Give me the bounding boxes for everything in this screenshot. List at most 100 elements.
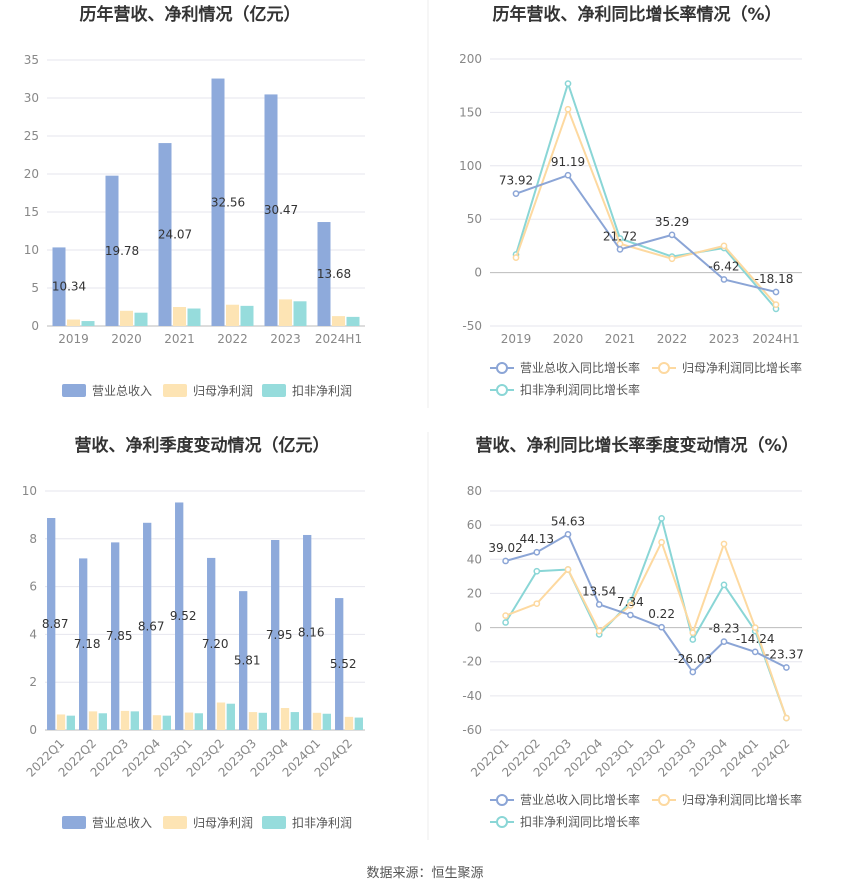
chart4-legend-label: 归母净利润同比增长率 [682, 792, 802, 807]
chart2-point-revenue [564, 171, 572, 179]
chart2-x-tick-label: 2022 [657, 332, 688, 346]
chart4-y-tick-label: 0 [474, 621, 482, 635]
chart4-data-label: 13.54 [582, 584, 616, 598]
chart4-y-tick-label: 80 [467, 484, 482, 498]
chart1-legend-swatch [163, 384, 187, 397]
chart2-y-tick-label: 50 [467, 212, 482, 226]
chart1-bar-revenue [158, 143, 172, 326]
chart1-bar-deducted-profit [293, 301, 307, 326]
chart4-point-revenue [533, 548, 541, 556]
chart3-legend-label: 扣非净利润 [292, 816, 352, 830]
chart2-y-tick-label: -50 [462, 319, 482, 333]
chart3-title: 营收、净利季度变动情况（亿元） [75, 435, 330, 456]
chart2-point-deducted [564, 80, 572, 87]
chart3-data-label: 7.20 [202, 637, 229, 651]
chart4-y-tick-label: 60 [467, 518, 482, 532]
chart4-point-revenue [502, 557, 509, 565]
chart2-x-tick-label: 2024H1 [752, 332, 799, 346]
chart1-legend-label: 扣非净利润 [292, 384, 352, 398]
chart1-y-tick-label: 5 [31, 281, 39, 295]
chart3-bar-revenue [79, 558, 88, 730]
chart3-legend-swatch [262, 816, 286, 829]
chart4-legend-marker [658, 794, 670, 806]
chart3-legend-swatch [62, 816, 86, 829]
chart2-y-tick-label: 150 [459, 105, 482, 119]
chart2-point-parent [512, 254, 520, 261]
chart1-bar-parent-profit [120, 310, 133, 326]
chart3-bar-deducted-profit [322, 713, 331, 730]
chart1-bar-revenue [211, 78, 225, 326]
chart3-data-label: 5.81 [234, 654, 261, 668]
chart1-x-tick-label: 2020 [111, 332, 142, 346]
chart2-series-line-deducted [515, 80, 777, 310]
chart1-data-label: 30.47 [264, 203, 298, 217]
chart1-y-tick-label: 20 [24, 167, 39, 181]
chart3-bar-revenue [271, 539, 280, 730]
chart3-bar-parent-profit [216, 702, 226, 730]
chart3-data-label: 8.67 [138, 619, 165, 633]
chart3-data-label: 5.52 [330, 657, 357, 671]
chart2-point-revenue [512, 190, 520, 198]
chart4-point-parent [627, 602, 634, 609]
chart1-bar-revenue [105, 175, 119, 326]
chart4-point-revenue [627, 611, 634, 619]
chart2-point-parent [564, 105, 572, 113]
chart1-legend-swatch [62, 384, 86, 397]
chart3-bar-parent-profit [344, 716, 354, 730]
chart1-data-label: 10.34 [52, 280, 86, 294]
chart4-series-line-deducted [504, 514, 788, 719]
chart1-bar-deducted-profit [81, 321, 95, 326]
chart3-bar-deducted-profit [354, 717, 363, 730]
chart2-y-tick-label: 200 [459, 52, 482, 66]
chart3-y-tick-label: 4 [29, 627, 37, 641]
chart4-point-revenue [564, 530, 572, 538]
chart2-x-tick-label: 2023 [709, 332, 740, 346]
chart4-legend-marker [496, 816, 508, 828]
chart1-data-label: 19.78 [105, 244, 139, 258]
chart4-data-label: 54.63 [551, 514, 585, 528]
chart3-bar-revenue [335, 598, 344, 730]
chart4-series-line-parent [505, 539, 788, 719]
chart1-bar-deducted-profit [346, 316, 360, 326]
chart3-bar-parent-profit [248, 712, 258, 730]
chart1-bar-revenue [317, 222, 331, 326]
chart1-legend-label: 归母净利润 [193, 384, 253, 398]
chart1-y-tick-label: 10 [24, 243, 39, 257]
chart3-bar-parent-profit [152, 715, 162, 730]
chart4-y-tick-label: 40 [467, 552, 482, 566]
chart4-data-label: 0.22 [648, 607, 675, 621]
chart3-bar-revenue [239, 591, 248, 730]
chart3-data-label: 8.16 [298, 625, 325, 639]
chart1-title: 历年营收、净利情况（亿元） [80, 4, 301, 25]
chart2-legend-label: 归母净利润同比增长率 [682, 360, 802, 375]
chart3-bar-revenue [111, 542, 120, 730]
chart4-point-revenue [689, 668, 697, 676]
chart4-point-deducted [533, 567, 541, 575]
chart2-point-parent [772, 301, 780, 308]
chart4-point-parent [720, 540, 728, 548]
chart2-x-tick-label: 2020 [553, 332, 584, 346]
chart3-bar-parent-profit [312, 712, 322, 730]
chart2-data-label: 21.72 [603, 229, 637, 243]
chart4-point-parent [783, 714, 790, 722]
chart3-bar-deducted-profit [98, 713, 107, 730]
chart4-point-deducted [720, 581, 728, 589]
chart4-point-parent [502, 612, 509, 619]
chart2-point-revenue [720, 276, 728, 283]
chart2-series-line-revenue [515, 174, 777, 293]
chart4-y-tick-label: -40 [462, 689, 482, 703]
chart2-point-parent [668, 255, 676, 263]
chart4-data-label: 7.34 [617, 595, 644, 609]
chart1-bar-revenue [264, 94, 278, 326]
chart2-x-tick-label: 2021 [605, 332, 636, 346]
chart3-data-label: 7.18 [74, 637, 101, 651]
chart3-data-label: 9.52 [170, 609, 197, 623]
chart4-legend-label: 扣非净利润同比增长率 [520, 814, 640, 829]
chart3-bar-deducted-profit [258, 712, 267, 730]
chart4-y-tick-label: -20 [462, 655, 482, 669]
chart4-point-deducted [502, 619, 509, 626]
chart1-bar-deducted-profit [187, 308, 201, 326]
chart3-bar-parent-profit [88, 711, 98, 730]
chart1-bar-parent-profit [226, 304, 239, 326]
